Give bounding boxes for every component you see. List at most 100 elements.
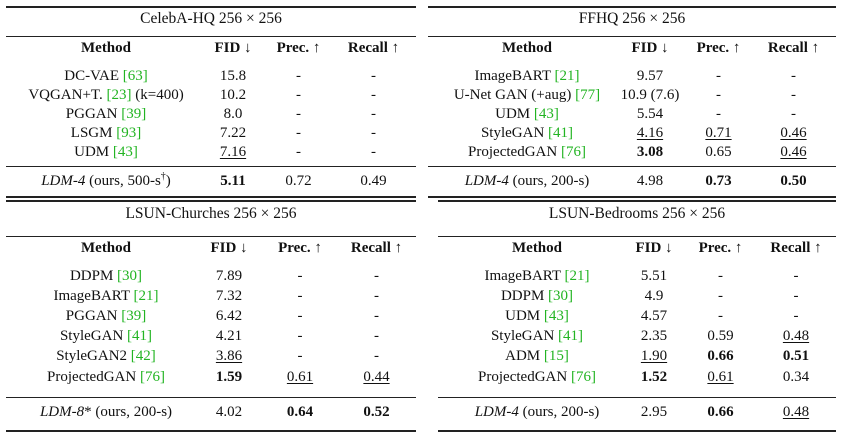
cell-value: - [296, 106, 301, 122]
cell-recall: 0.46 [751, 142, 836, 162]
table-row: DC-VAE [63] 15.8 - - [6, 66, 416, 86]
cell-value: 4.9 [644, 288, 664, 304]
cell-value: - [718, 268, 723, 284]
table-row: DDPM [30] 4.9 - - [438, 286, 836, 306]
cell-precision: 0.61 [688, 367, 753, 387]
table-header-row: Method FID ↓ Prec. ↑ Recall ↑ [428, 38, 836, 58]
citation-link: [21] [554, 68, 580, 84]
cell-value: 2.95 [640, 404, 668, 420]
citation-link: [23] [106, 87, 132, 103]
cell-method: ImageBART [21] [6, 286, 206, 306]
cell-method: UDM [43] [428, 104, 626, 124]
cell-value: 0.34 [782, 369, 810, 385]
cell-value: - [296, 125, 301, 141]
cell-value: ProjectedGAN [468, 144, 561, 160]
cell-recall: 0.44 [335, 367, 418, 387]
cell-value: - [793, 308, 799, 324]
cell-fid: 5.51 [624, 266, 684, 286]
table-border [428, 6, 836, 8]
citation-link: [30] [548, 288, 574, 304]
table-rule [428, 166, 836, 167]
cell-fid: 1.52 [624, 367, 684, 387]
cell-value: 0.49 [360, 173, 387, 189]
cell-fid: 10.9 (7.6) [620, 85, 680, 105]
cell-value: - [371, 106, 376, 122]
cell-value: DDPM [69, 268, 118, 284]
citation-link: [39] [121, 308, 147, 324]
cell-note: (ours, 200-s) [508, 173, 590, 189]
cell-value: - [374, 308, 379, 324]
cell-method: DC-VAE [63] [6, 66, 206, 86]
cell-value: UDM [74, 144, 113, 160]
ours-fid: 4.02 [199, 402, 259, 422]
ours-precision: 0.72 [266, 171, 331, 191]
ours-recall: 0.49 [331, 171, 416, 191]
ours-recall: 0.50 [751, 171, 836, 191]
ours-method: LDM-4 (ours, 200-s) [438, 402, 636, 422]
cell-recall: 0.46 [751, 123, 836, 143]
table-title: FFHQ 256 × 256 [578, 10, 686, 27]
cell-precision: - [686, 104, 751, 124]
cell-value: 0.51 [782, 348, 810, 364]
cell-recall: - [335, 266, 418, 286]
cell-fid: 3.08 [620, 142, 680, 162]
cell-fid: 10.2 [203, 85, 263, 105]
cell-recall: - [756, 306, 836, 326]
cell-value: StyleGAN [490, 328, 559, 344]
table-header-row: Method FID ↓ Prec. ↑ Recall ↑ [438, 238, 836, 258]
table-row: StyleGAN [41] 4.16 0.71 0.46 [428, 123, 836, 143]
cell-fid: 1.90 [624, 346, 684, 366]
cell-value: 0.52 [363, 404, 390, 420]
cell-value: - [297, 348, 303, 364]
cell-value: 10.9 (7.6) [620, 87, 680, 103]
ours-row: LDM-4 (ours, 200-s) 4.98 0.73 0.50 [428, 171, 836, 191]
table-row: StyleGAN [41] 4.21 - - [6, 326, 416, 346]
cell-value: - [371, 68, 376, 84]
cell-value: 3.86 [215, 348, 243, 364]
table-row: UDM [43] 4.57- - [438, 306, 836, 326]
cell-value: - [716, 68, 721, 84]
cell-method: DDPM [30] [438, 286, 636, 306]
cell-recall: - [331, 142, 416, 162]
citation-link: [43] [533, 106, 559, 122]
ours-fid: 2.95 [624, 402, 684, 422]
cell-method: PGGAN [39] [6, 306, 206, 326]
table-border [6, 430, 416, 432]
table-row: PGGAN [39] 6.42 - - [6, 306, 416, 326]
cell-note: (ours, 200-s) [518, 404, 600, 420]
cell-value: - [374, 288, 379, 304]
cell-precision: - [265, 326, 335, 346]
cell-value: UDM [495, 106, 534, 122]
cell-recall: - [751, 66, 836, 86]
cell-precision: 0.65 [686, 142, 751, 162]
cell-value: 0.44 [363, 369, 390, 385]
cell-precision: 0.71 [686, 123, 751, 143]
cell-method: StyleGAN [41] [428, 123, 626, 143]
cell-value: - [371, 125, 376, 141]
method-name-italic: LDM-4 [41, 173, 86, 189]
header-fid: FID ↓ [631, 40, 669, 56]
table-border [6, 200, 416, 202]
table-row: ProjectedGAN [76] 1.52 0.61 0.34 [438, 367, 836, 387]
citation-link: [76] [570, 369, 596, 385]
cell-method: ImageBART [21] [428, 66, 626, 86]
cell-recall: - [331, 123, 416, 143]
table-rule [6, 397, 416, 398]
ours-recall: 0.52 [335, 402, 418, 422]
cell-method: ADM [15] [438, 346, 636, 366]
cell-fid: 4.9 [624, 286, 684, 306]
cell-value: 0.50 [780, 173, 807, 189]
cell-value: 1.52 [640, 369, 668, 385]
cell-fid: 9.57 [620, 66, 680, 86]
cell-value: UDM [505, 308, 544, 324]
cell-value: 0.72 [285, 173, 312, 189]
citation-link: [43] [543, 308, 569, 324]
cell-value: StyleGAN [480, 125, 549, 141]
method-name-italic: LDM-8 [39, 404, 85, 420]
cell-value: - [374, 328, 379, 344]
cell-precision: - [265, 266, 335, 286]
ours-precision: 0.73 [686, 171, 751, 191]
ours-precision: 0.66 [688, 402, 753, 422]
cell-value: 6.42 [215, 308, 243, 324]
cell-value: 7.22 [219, 125, 247, 141]
